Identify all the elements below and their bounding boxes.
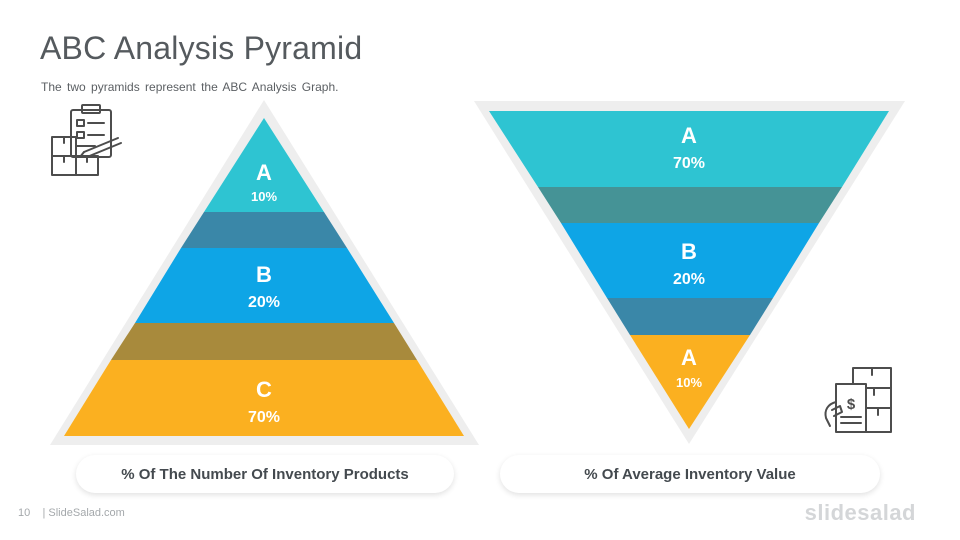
left-tier-a-percent: 10%	[251, 189, 277, 204]
right-tier-a-top	[489, 111, 889, 187]
left-connector-bc	[111, 323, 417, 360]
left-pyramid: A 10% B 20% C 70%	[50, 100, 479, 445]
invoice-boxes-icon: $	[824, 367, 892, 433]
left-tier-b	[135, 248, 394, 323]
footer: 10 | SlideSalad.com	[18, 507, 125, 519]
right-connector-ab	[538, 187, 842, 223]
right-tier-b	[561, 223, 819, 298]
left-pyramid-caption: % Of The Number Of Inventory Products	[76, 455, 454, 493]
right-tier-a-bottom-percent: 10%	[676, 375, 702, 390]
slide-title: ABC Analysis Pyramid	[40, 30, 363, 66]
left-tier-b-letter: B	[256, 262, 272, 287]
footer-text: | SlideSalad.com	[42, 507, 125, 519]
right-tier-a-top-letter: A	[681, 123, 697, 148]
right-pyramid: A 70% B 20% A 10%	[474, 101, 905, 444]
slide-subtitle: The two pyramids represent the ABC Analy…	[41, 80, 339, 94]
right-tier-b-letter: B	[681, 239, 697, 264]
left-tier-c-percent: 70%	[248, 409, 280, 426]
clipboard-boxes-icon	[51, 104, 122, 176]
right-connector-ba	[607, 298, 773, 335]
left-tier-a	[204, 118, 324, 212]
left-tier-b-percent: 20%	[248, 294, 280, 311]
right-pyramid-caption: % Of Average Inventory Value	[500, 455, 880, 493]
right-tier-a-top-percent: 70%	[673, 155, 705, 172]
right-tier-a-bottom-letter: A	[681, 345, 697, 370]
left-connector-ab	[181, 212, 347, 248]
page-number: 10	[18, 507, 31, 519]
svg-text:$: $	[847, 396, 856, 413]
right-tier-b-percent: 20%	[673, 271, 705, 288]
left-tier-a-letter: A	[256, 160, 272, 185]
right-tier-a-bottom	[630, 335, 750, 429]
brand-logo: slidesalad	[804, 500, 916, 525]
left-tier-c	[64, 360, 464, 436]
left-tier-c-letter: C	[256, 377, 272, 402]
